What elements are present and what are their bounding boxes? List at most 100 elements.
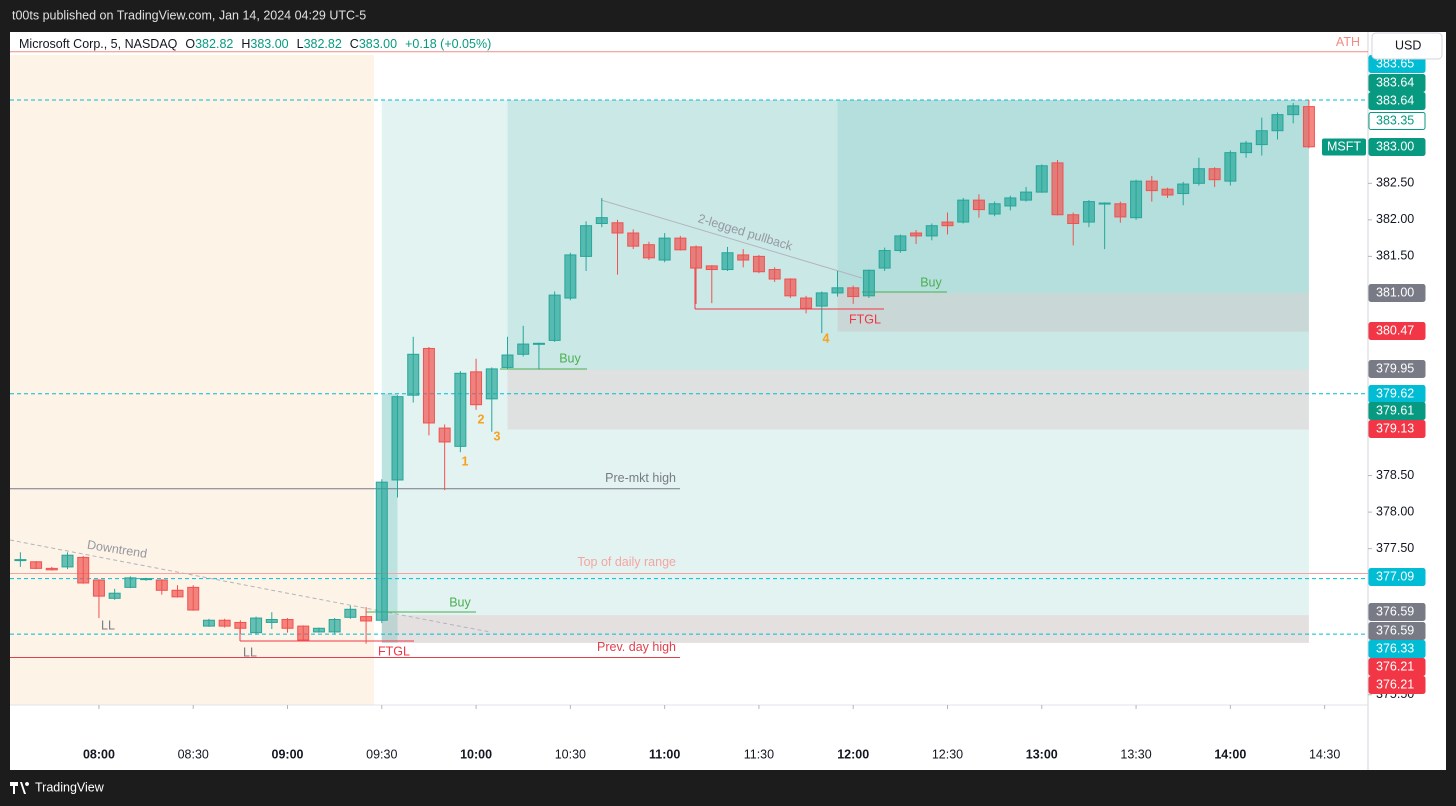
candle-body [517,343,530,355]
price-label [1368,676,1426,694]
candle-body [658,237,671,261]
currency-button[interactable] [1371,32,1443,60]
legend-value: 382.82 [304,37,342,51]
logo [10,782,30,794]
drawing-line [10,539,491,633]
candle-body [1004,197,1017,207]
candle-body [61,554,74,568]
symbol-tag [1322,138,1366,156]
candle-body [265,619,278,623]
candle-body [1067,214,1080,225]
price-label [1368,322,1426,340]
candle-body [941,221,954,227]
price-label-text: 383.64 [1376,75,1414,89]
price-label-text: 380.47 [1376,323,1414,337]
candle-body [1130,180,1143,219]
candle-body [250,617,263,634]
currency[interactable]: USD [1395,38,1421,52]
price-label [1368,622,1426,640]
price-label-text: 379.13 [1376,421,1414,435]
candle-body [328,619,341,633]
candle-body [375,481,388,621]
zone [837,292,1309,332]
candle-body [611,222,624,234]
price-label-text: 376.59 [1376,604,1414,618]
candle-body [1051,162,1064,216]
candle-body [1255,130,1268,146]
x-tick-label: 08:00 [83,747,115,761]
x-tick-label: 13:00 [1026,747,1058,761]
annotation: LL [101,618,115,632]
y-tick-label: 378.00 [1376,504,1414,518]
candle-body [360,616,373,622]
price-label [1368,360,1426,378]
price-label [1368,640,1426,658]
candle-body [910,232,923,237]
annotation: 3 [494,429,501,443]
y-tick-label: 377.50 [1376,541,1414,555]
annotation: 1 [462,454,469,468]
price-label-text: 377.09 [1376,569,1414,583]
candle-body [768,269,781,280]
candle-body [108,592,121,599]
candle-body [1177,183,1190,195]
x-tick-label: 12:30 [932,747,963,761]
candle-body [1302,106,1315,148]
candle-body [752,255,765,273]
drawing-line [600,199,863,279]
candle-body [595,217,608,225]
annotation: Buy [920,275,942,289]
price-label [1368,74,1426,92]
x-tick-label: 09:30 [366,747,397,761]
candle-body [171,589,184,598]
candle-body [45,567,58,571]
candle-body [784,278,797,297]
price-label-text: 376.21 [1376,659,1414,673]
legend-change: +0.18 (+0.05%) [405,37,491,51]
candle-body [737,254,750,261]
candle-body [705,265,718,271]
x-tick-label: 08:30 [178,747,209,761]
annotation: LL [243,645,257,659]
price-label-text: 376.59 [1376,623,1414,637]
symbol-tag-text: MSFT [1327,139,1361,153]
zone [507,369,1309,430]
legend-value: 383.00 [250,37,288,51]
header: t00ts published on TradingView.com, Jan … [12,8,366,22]
candle-body [124,577,137,588]
x-tick-label: 11:00 [649,747,680,761]
candle-body [1192,168,1205,184]
candle-body [1287,105,1300,116]
candle-body [422,347,435,424]
candle-body [438,427,451,443]
candle-body [972,199,985,211]
logo-icon [10,782,30,794]
price-label-text: 383.64 [1376,93,1414,107]
candle-body [580,225,593,257]
annotation: FTGL [849,312,881,326]
x-tick-label: 14:00 [1214,747,1246,761]
x-tick-label: 10:30 [555,747,586,761]
candle-body [721,252,734,271]
candle-body [1208,168,1221,181]
candle-body [470,371,483,406]
candle-body [14,559,27,562]
y-tick-label: 381.50 [1376,249,1414,263]
annotation: 4 [823,331,830,345]
level-label: Pre-mkt high [605,471,676,485]
zone [507,100,1309,370]
candle-body [1020,191,1033,201]
candle-body [800,297,813,309]
candle-body [407,353,420,396]
x-tick-label: 13:30 [1120,747,1151,761]
candle-body [642,244,655,259]
candle-body [1035,165,1048,193]
candle-body [815,292,828,307]
candle-body [202,619,215,627]
x-tick-label: 10:00 [460,747,492,761]
candle-body [548,294,561,341]
candle-body [878,250,891,269]
x-tick-label: 14:30 [1309,747,1340,761]
price-label-text: 379.61 [1376,403,1414,417]
